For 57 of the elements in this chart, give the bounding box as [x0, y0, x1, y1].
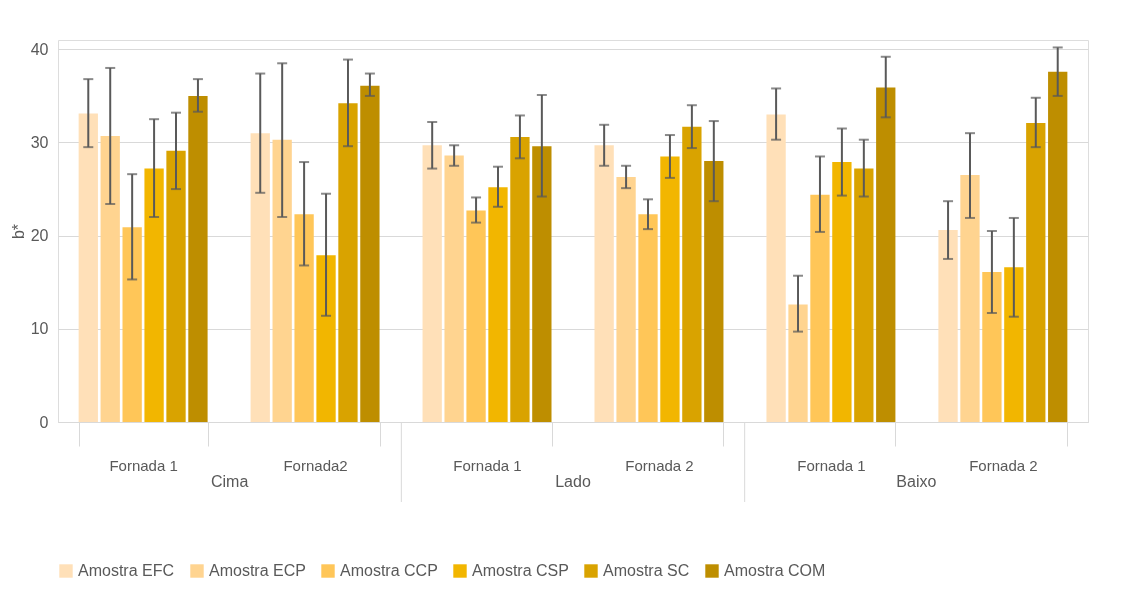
bar: [122, 227, 142, 422]
legend-label: Amostra CCP: [340, 562, 438, 579]
text: Baixo: [896, 473, 937, 490]
bar: [360, 85, 380, 422]
legend-label: Amostra COM: [724, 562, 826, 579]
bar: [660, 156, 680, 422]
y-tick-label: 20: [30, 227, 49, 245]
legend-label: Amostra EFC: [78, 562, 175, 579]
bar: [294, 214, 314, 422]
bar: [166, 150, 186, 422]
y-axis-title: b*: [9, 223, 27, 240]
bar: [1048, 71, 1068, 422]
bar: [788, 304, 808, 422]
bar: [188, 95, 208, 422]
bar: [982, 272, 1002, 422]
y-tick-label: 0: [39, 413, 49, 431]
x-tick-label: Fornada 1: [797, 456, 866, 474]
bar: [1026, 122, 1046, 422]
bar: [338, 103, 358, 422]
x-tick-label: Fornada2: [283, 456, 348, 474]
bar: [594, 145, 614, 422]
bar: [466, 210, 486, 422]
bar: [704, 161, 724, 422]
x-tick-label: Fornada 2: [969, 456, 1038, 474]
bar: [1004, 267, 1024, 422]
text: Lado: [555, 473, 591, 490]
y-tick-label: 40: [30, 40, 49, 58]
y-tick-label: 10: [30, 320, 49, 338]
bar: [532, 146, 552, 422]
legend-label: Amostra ECP: [209, 562, 306, 579]
bar: [638, 214, 658, 422]
x-tick-label: Fornada 1: [109, 456, 178, 474]
bar: [250, 133, 270, 422]
bar: [832, 162, 852, 422]
bar: [510, 136, 530, 422]
bar: [876, 87, 896, 422]
bar: [100, 135, 120, 422]
legend-label: Amostra SC: [603, 562, 690, 579]
bar: [766, 114, 786, 422]
bar: [144, 168, 164, 422]
x-tick-label: Fornada 2: [625, 456, 694, 474]
bar: [682, 126, 702, 422]
bar: [422, 145, 442, 422]
bar: [960, 175, 980, 422]
bar: [444, 155, 464, 422]
bar: [488, 187, 508, 422]
bar: [938, 230, 958, 422]
bar: [316, 255, 336, 422]
bar: [78, 113, 98, 422]
x-tick-label: Fornada 1: [453, 456, 522, 474]
y-tick-label: 30: [30, 133, 49, 151]
text: Cima: [210, 473, 249, 490]
bar: [810, 194, 830, 422]
bar: [272, 139, 292, 422]
bar: [616, 176, 636, 422]
legend-label: Amostra CSP: [472, 562, 569, 579]
bar: [854, 168, 874, 422]
